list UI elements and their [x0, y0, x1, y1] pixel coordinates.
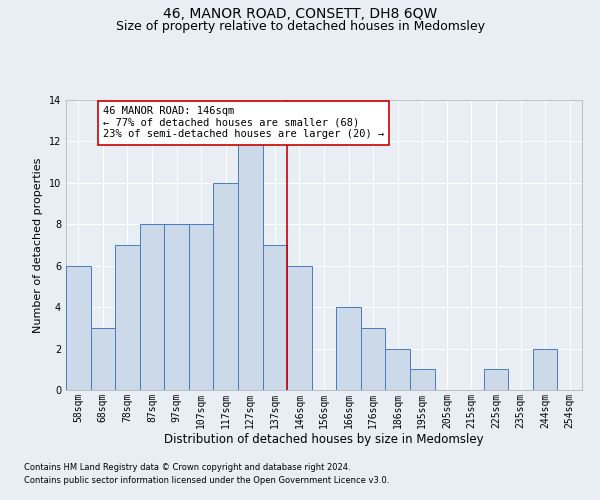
Y-axis label: Number of detached properties: Number of detached properties	[33, 158, 43, 332]
Bar	[189, 224, 214, 390]
Bar	[361, 328, 385, 390]
Bar	[238, 142, 263, 390]
Bar	[336, 307, 361, 390]
Text: Contains HM Land Registry data © Crown copyright and database right 2024.: Contains HM Land Registry data © Crown c…	[24, 464, 350, 472]
Bar	[214, 183, 238, 390]
Bar	[164, 224, 189, 390]
Text: Size of property relative to detached houses in Medomsley: Size of property relative to detached ho…	[115, 20, 485, 33]
Text: Distribution of detached houses by size in Medomsley: Distribution of detached houses by size …	[164, 432, 484, 446]
Bar	[410, 370, 434, 390]
Bar	[533, 348, 557, 390]
Text: 46, MANOR ROAD, CONSETT, DH8 6QW: 46, MANOR ROAD, CONSETT, DH8 6QW	[163, 8, 437, 22]
Bar	[484, 370, 508, 390]
Bar	[91, 328, 115, 390]
Bar	[263, 245, 287, 390]
Text: Contains public sector information licensed under the Open Government Licence v3: Contains public sector information licen…	[24, 476, 389, 485]
Bar	[66, 266, 91, 390]
Bar	[287, 266, 312, 390]
Bar	[115, 245, 140, 390]
Text: 46 MANOR ROAD: 146sqm
← 77% of detached houses are smaller (68)
23% of semi-deta: 46 MANOR ROAD: 146sqm ← 77% of detached …	[103, 106, 384, 140]
Bar	[385, 348, 410, 390]
Bar	[140, 224, 164, 390]
